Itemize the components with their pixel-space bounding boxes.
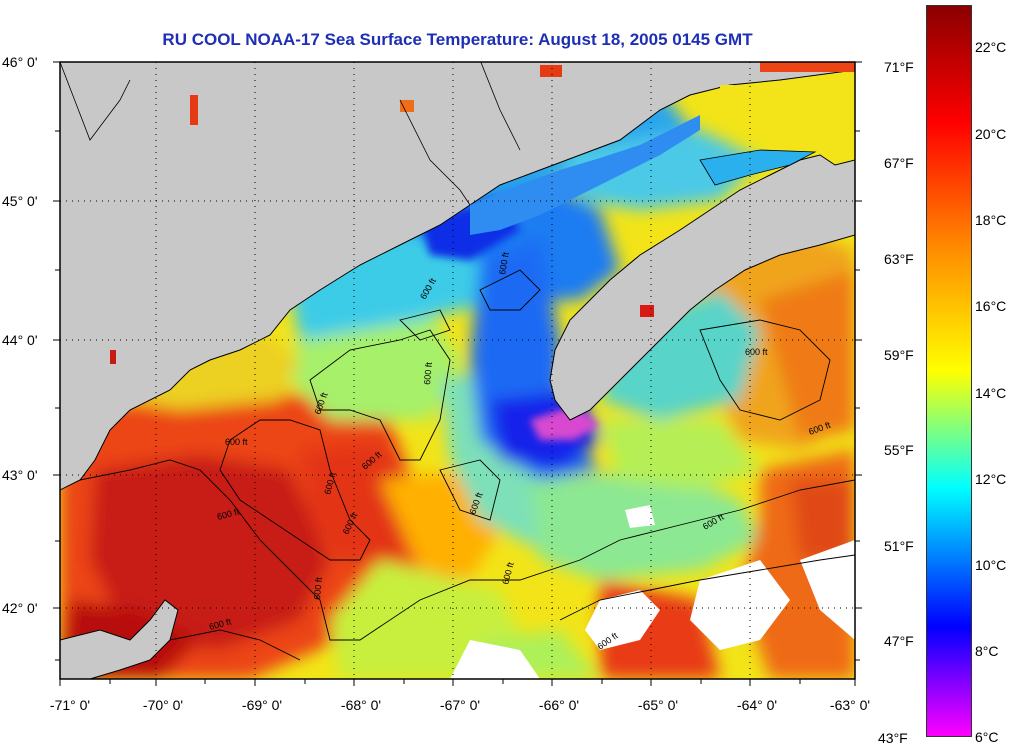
latitude-label: 46° 0' <box>2 54 38 70</box>
longitude-label: -71° 0' <box>49 697 91 713</box>
isobath-label: 600 ft <box>745 347 768 357</box>
map-title: RU COOL NOAA-17 Sea Surface Temperature:… <box>162 30 753 49</box>
fahrenheit-label: 67°F <box>884 155 914 171</box>
longitude-label: -64° 0' <box>736 697 778 713</box>
landmass <box>60 62 855 679</box>
latitude-label: 42° 0' <box>2 600 38 616</box>
fahrenheit-label: 63°F <box>884 251 914 267</box>
isobath-label: 600 ft <box>312 576 324 600</box>
celsius-label: 6°C <box>975 729 999 745</box>
fahrenheit-label: 55°F <box>884 442 914 458</box>
celsius-label: 16°C <box>975 298 1007 314</box>
longitude-label: -70° 0' <box>142 697 184 713</box>
longitude-label: -68° 0' <box>340 697 382 713</box>
fahrenheit-label: 59°F <box>884 347 914 363</box>
latitude-label: 44° 0' <box>2 332 38 348</box>
celsius-label: 14°C <box>975 385 1007 401</box>
latitude-label: 43° 0' <box>2 467 38 483</box>
celsius-label: 22°C <box>975 39 1007 55</box>
celsius-label: 10°C <box>975 557 1007 573</box>
fahrenheit-label: 71°F <box>884 59 914 75</box>
longitude-label: -65° 0' <box>637 697 679 713</box>
fahrenheit-label: 43°F <box>878 730 908 746</box>
celsius-label: 8°C <box>975 643 999 659</box>
isobath-label: 600 ft <box>497 251 511 275</box>
isobath-label: 600 ft <box>225 437 248 447</box>
plot-frame <box>59 61 856 680</box>
longitude-label: -63° 0' <box>829 697 871 713</box>
isobath-label: 600 ft <box>422 361 434 385</box>
longitude-label: -67° 0' <box>439 697 481 713</box>
celsius-label: 18°C <box>975 212 1007 228</box>
cloud-mask <box>450 505 855 679</box>
celsius-label: 20°C <box>975 126 1007 142</box>
temperature-colorbar <box>926 5 972 737</box>
minas-basin <box>699 149 817 186</box>
isobath-contours <box>79 269 855 661</box>
fahrenheit-label: 47°F <box>884 633 914 649</box>
longitude-label: -66° 0' <box>538 697 580 713</box>
bay-of-fundy <box>470 115 700 235</box>
axis-ticks <box>53 61 862 686</box>
latitude-label: 45° 0' <box>2 193 38 209</box>
longitude-label: -69° 0' <box>241 697 283 713</box>
celsius-label: 12°C <box>975 471 1007 487</box>
fahrenheit-label: 51°F <box>884 538 914 554</box>
graticule <box>60 62 855 679</box>
